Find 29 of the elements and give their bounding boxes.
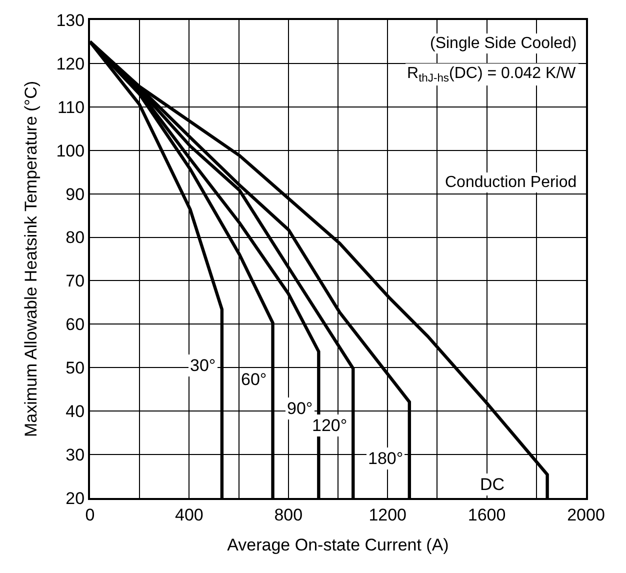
series-label: 180° — [368, 449, 404, 468]
x-tick-label: 1600 — [468, 505, 506, 524]
y-tick-label: 120 — [56, 54, 85, 74]
y-tick-label: 90 — [66, 184, 85, 204]
series-label: 120° — [312, 416, 348, 435]
series-label: DC — [480, 475, 505, 494]
y-tick-label: 100 — [56, 141, 85, 160]
annotation: Conduction Period — [445, 174, 577, 191]
y-tick-label: 20 — [66, 488, 85, 508]
x-axis-title: Average On-state Current (A) — [227, 535, 449, 554]
y-axis-title: Maximum Allowable Heatsink Temperature (°C) — [21, 80, 40, 438]
y-tick-label: 30 — [66, 446, 85, 464]
annotation: R$_{thJ-hs}$(DC) = 0.042 K/W — [407, 65, 577, 84]
x-tick-label: 2000 — [567, 505, 605, 524]
y-tick-label: 70 — [66, 272, 85, 291]
x-tick-label: 0 — [85, 505, 95, 524]
series-label: 30° — [190, 356, 216, 375]
series-label: 60° — [241, 370, 267, 389]
y-tick-label: 40 — [66, 402, 85, 422]
y-tick-label: 130 — [56, 10, 85, 30]
series-label: 90° — [287, 399, 313, 418]
x-tick-label: 1200 — [368, 505, 407, 524]
y-tick-label: 60 — [66, 315, 85, 334]
y-tick-label: 80 — [66, 228, 85, 248]
y-tick-label: 50 — [66, 358, 85, 378]
annotation: (Single Side Cooled) — [430, 35, 577, 52]
y-tick-label: 110 — [57, 98, 85, 117]
x-tick-label: 800 — [274, 505, 303, 524]
x-tick-label: 400 — [175, 505, 204, 524]
